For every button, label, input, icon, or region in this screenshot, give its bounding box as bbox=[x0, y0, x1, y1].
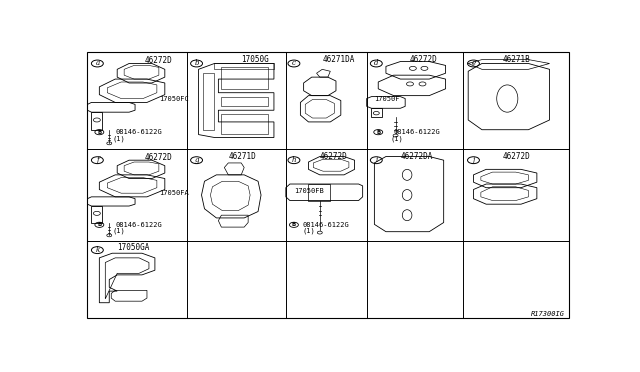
Text: 08146-6122G: 08146-6122G bbox=[115, 129, 162, 135]
Text: B: B bbox=[97, 222, 102, 227]
Text: (1): (1) bbox=[112, 135, 125, 142]
Text: 46272D: 46272D bbox=[145, 153, 173, 162]
Text: j: j bbox=[472, 156, 474, 164]
Text: (1): (1) bbox=[391, 135, 403, 142]
Text: B: B bbox=[292, 222, 296, 227]
Text: 17050FB: 17050FB bbox=[294, 188, 324, 194]
Text: 08146-6122G: 08146-6122G bbox=[115, 222, 162, 228]
Text: 17050G: 17050G bbox=[241, 55, 269, 64]
Text: 46271B: 46271B bbox=[503, 55, 531, 64]
Text: e: e bbox=[472, 60, 476, 67]
Text: 17050FA: 17050FA bbox=[159, 190, 189, 196]
Text: 46271D: 46271D bbox=[228, 152, 256, 161]
Text: 08146-6122G: 08146-6122G bbox=[302, 222, 349, 228]
Text: 46272D: 46272D bbox=[320, 152, 348, 161]
Text: i: i bbox=[375, 156, 378, 164]
Text: 46272D: 46272D bbox=[145, 56, 173, 65]
Text: R17300IG: R17300IG bbox=[531, 311, 565, 317]
Text: a: a bbox=[95, 60, 99, 67]
Text: 46271DA: 46271DA bbox=[322, 55, 355, 64]
Text: b: b bbox=[195, 60, 199, 67]
Text: k: k bbox=[95, 246, 99, 254]
Text: d: d bbox=[374, 60, 379, 67]
Text: 46272DA: 46272DA bbox=[401, 152, 433, 161]
Text: B: B bbox=[97, 130, 102, 135]
Text: 46272D: 46272D bbox=[410, 55, 438, 64]
Text: g: g bbox=[195, 156, 199, 164]
Text: 17050FC: 17050FC bbox=[159, 96, 189, 102]
Text: 17050F: 17050F bbox=[374, 96, 400, 102]
Text: h: h bbox=[292, 156, 296, 164]
Text: B: B bbox=[376, 130, 380, 135]
Text: (1): (1) bbox=[302, 228, 315, 234]
Text: 17050GA: 17050GA bbox=[117, 243, 150, 251]
Text: c: c bbox=[292, 60, 296, 67]
Text: (1): (1) bbox=[112, 228, 125, 234]
Text: 46272D: 46272D bbox=[503, 152, 531, 161]
Text: 08146-6122G: 08146-6122G bbox=[394, 129, 440, 135]
Text: f: f bbox=[96, 156, 99, 164]
